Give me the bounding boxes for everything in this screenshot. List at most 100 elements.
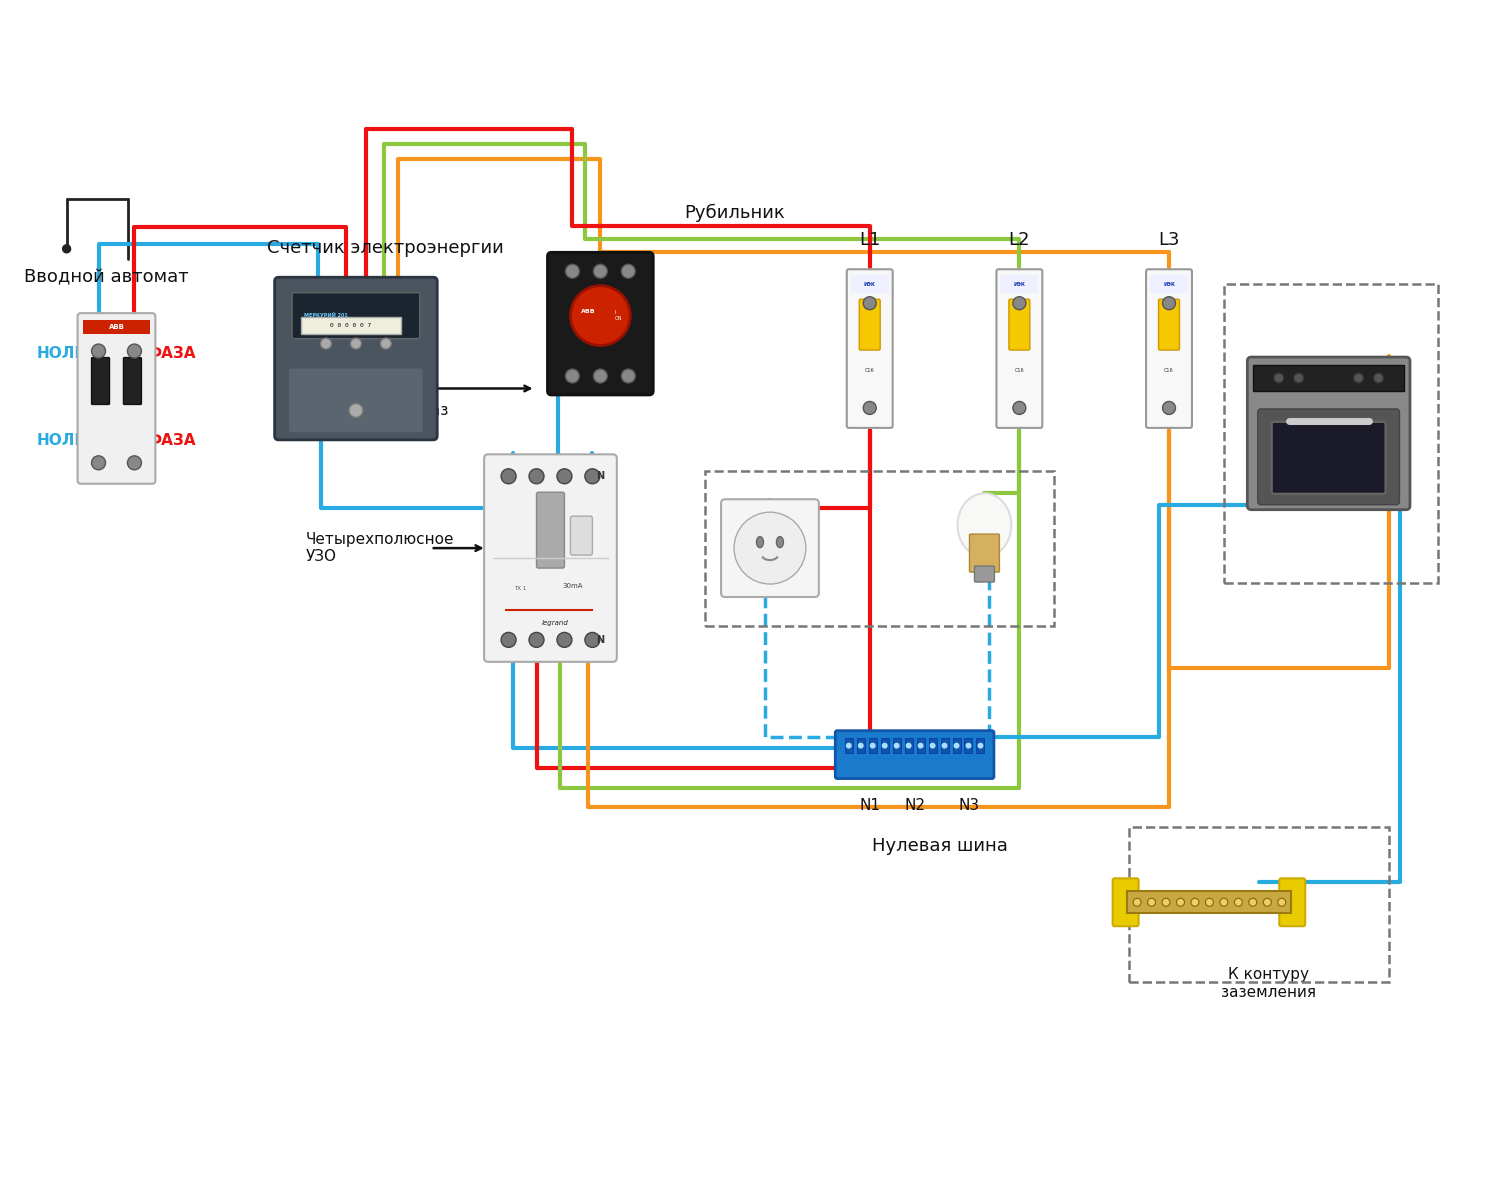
Text: C16: C16 xyxy=(1164,368,1174,373)
Text: 0 0 0 0 0 7: 0 0 0 0 0 7 xyxy=(330,323,372,328)
Text: ABB: ABB xyxy=(108,324,124,330)
Circle shape xyxy=(870,742,876,748)
FancyBboxPatch shape xyxy=(78,314,156,484)
Circle shape xyxy=(1162,402,1176,415)
Text: Нулевая шина: Нулевая шина xyxy=(871,838,1008,855)
Circle shape xyxy=(594,264,608,278)
Ellipse shape xyxy=(777,537,783,548)
Circle shape xyxy=(350,404,363,417)
Circle shape xyxy=(501,632,516,647)
Circle shape xyxy=(351,339,361,349)
Text: Четырехполюсное
УЗО: Четырехполюсное УЗО xyxy=(306,532,454,564)
Circle shape xyxy=(1013,297,1026,310)
Circle shape xyxy=(1132,898,1142,906)
Circle shape xyxy=(566,369,579,383)
Bar xyxy=(868,738,876,753)
Text: legrand: legrand xyxy=(542,620,568,626)
Circle shape xyxy=(906,742,912,748)
Circle shape xyxy=(621,369,636,383)
Circle shape xyxy=(1013,402,1026,415)
Circle shape xyxy=(930,742,936,748)
Circle shape xyxy=(978,742,984,748)
Circle shape xyxy=(128,345,141,358)
Bar xyxy=(850,276,888,293)
Circle shape xyxy=(570,286,630,346)
Bar xyxy=(928,738,936,753)
Circle shape xyxy=(942,742,948,748)
Text: N: N xyxy=(597,634,604,645)
Circle shape xyxy=(501,469,516,484)
Bar xyxy=(892,738,900,753)
Circle shape xyxy=(566,264,579,278)
FancyBboxPatch shape xyxy=(975,565,994,582)
Circle shape xyxy=(918,742,924,748)
Bar xyxy=(1126,891,1292,914)
FancyBboxPatch shape xyxy=(292,292,420,339)
Circle shape xyxy=(1274,373,1284,383)
Text: Подача нуля и фаз
в главный щиток: Подача нуля и фаз в главный щиток xyxy=(296,404,448,436)
Text: ИЭК: ИЭК xyxy=(1162,282,1174,286)
FancyBboxPatch shape xyxy=(1248,358,1410,510)
Circle shape xyxy=(556,469,572,484)
Bar xyxy=(916,738,924,753)
Circle shape xyxy=(1263,898,1272,906)
Bar xyxy=(1150,276,1188,293)
FancyBboxPatch shape xyxy=(969,535,999,573)
Circle shape xyxy=(621,264,636,278)
FancyBboxPatch shape xyxy=(484,454,616,662)
FancyBboxPatch shape xyxy=(847,270,892,428)
FancyBboxPatch shape xyxy=(859,299,880,350)
FancyBboxPatch shape xyxy=(722,499,819,598)
Text: НОЛЬ: НОЛЬ xyxy=(36,432,87,448)
Circle shape xyxy=(556,632,572,647)
Text: ФАЗА: ФАЗА xyxy=(147,432,196,448)
Bar xyxy=(976,738,984,753)
Text: N1: N1 xyxy=(859,797,880,813)
Bar xyxy=(1130,828,1389,982)
FancyBboxPatch shape xyxy=(1010,299,1031,350)
Bar xyxy=(705,472,1054,626)
Circle shape xyxy=(321,339,332,349)
Circle shape xyxy=(966,742,972,748)
FancyBboxPatch shape xyxy=(123,358,141,404)
Text: ИЭК: ИЭК xyxy=(1014,282,1026,286)
Circle shape xyxy=(1353,373,1364,383)
Text: N3: N3 xyxy=(958,797,980,813)
Circle shape xyxy=(128,456,141,469)
FancyBboxPatch shape xyxy=(570,516,592,555)
Bar xyxy=(844,738,853,753)
Text: Рубильник: Рубильник xyxy=(684,203,786,222)
Bar xyxy=(1000,276,1038,293)
Text: 30mA: 30mA xyxy=(562,583,582,589)
Bar xyxy=(940,738,948,753)
Bar xyxy=(302,317,400,334)
Text: TX 1: TX 1 xyxy=(514,586,526,590)
Text: ИЭК: ИЭК xyxy=(864,282,876,286)
FancyBboxPatch shape xyxy=(274,277,436,440)
Circle shape xyxy=(858,742,864,748)
Circle shape xyxy=(954,742,960,748)
Text: C16: C16 xyxy=(1014,368,1025,373)
Text: ФАЗА: ФАЗА xyxy=(147,346,196,361)
Text: N2: N2 xyxy=(904,797,926,813)
Circle shape xyxy=(1162,297,1176,310)
Circle shape xyxy=(846,742,852,748)
Text: Счетчик электроэнергии: Счетчик электроэнергии xyxy=(267,239,504,257)
FancyBboxPatch shape xyxy=(1113,878,1138,927)
Circle shape xyxy=(585,632,600,647)
Bar xyxy=(880,738,888,753)
Text: C16: C16 xyxy=(865,368,874,373)
Circle shape xyxy=(1148,898,1155,906)
FancyBboxPatch shape xyxy=(1146,270,1192,428)
FancyBboxPatch shape xyxy=(1258,409,1400,505)
Circle shape xyxy=(530,469,544,484)
Circle shape xyxy=(92,345,105,358)
Circle shape xyxy=(530,632,544,647)
Circle shape xyxy=(1374,373,1383,383)
Circle shape xyxy=(381,339,392,349)
Text: К контуру
заземления: К контуру заземления xyxy=(1221,967,1317,999)
Text: НОЛЬ: НОЛЬ xyxy=(36,346,87,361)
FancyBboxPatch shape xyxy=(1158,299,1179,350)
FancyBboxPatch shape xyxy=(548,252,652,394)
FancyBboxPatch shape xyxy=(290,368,423,432)
